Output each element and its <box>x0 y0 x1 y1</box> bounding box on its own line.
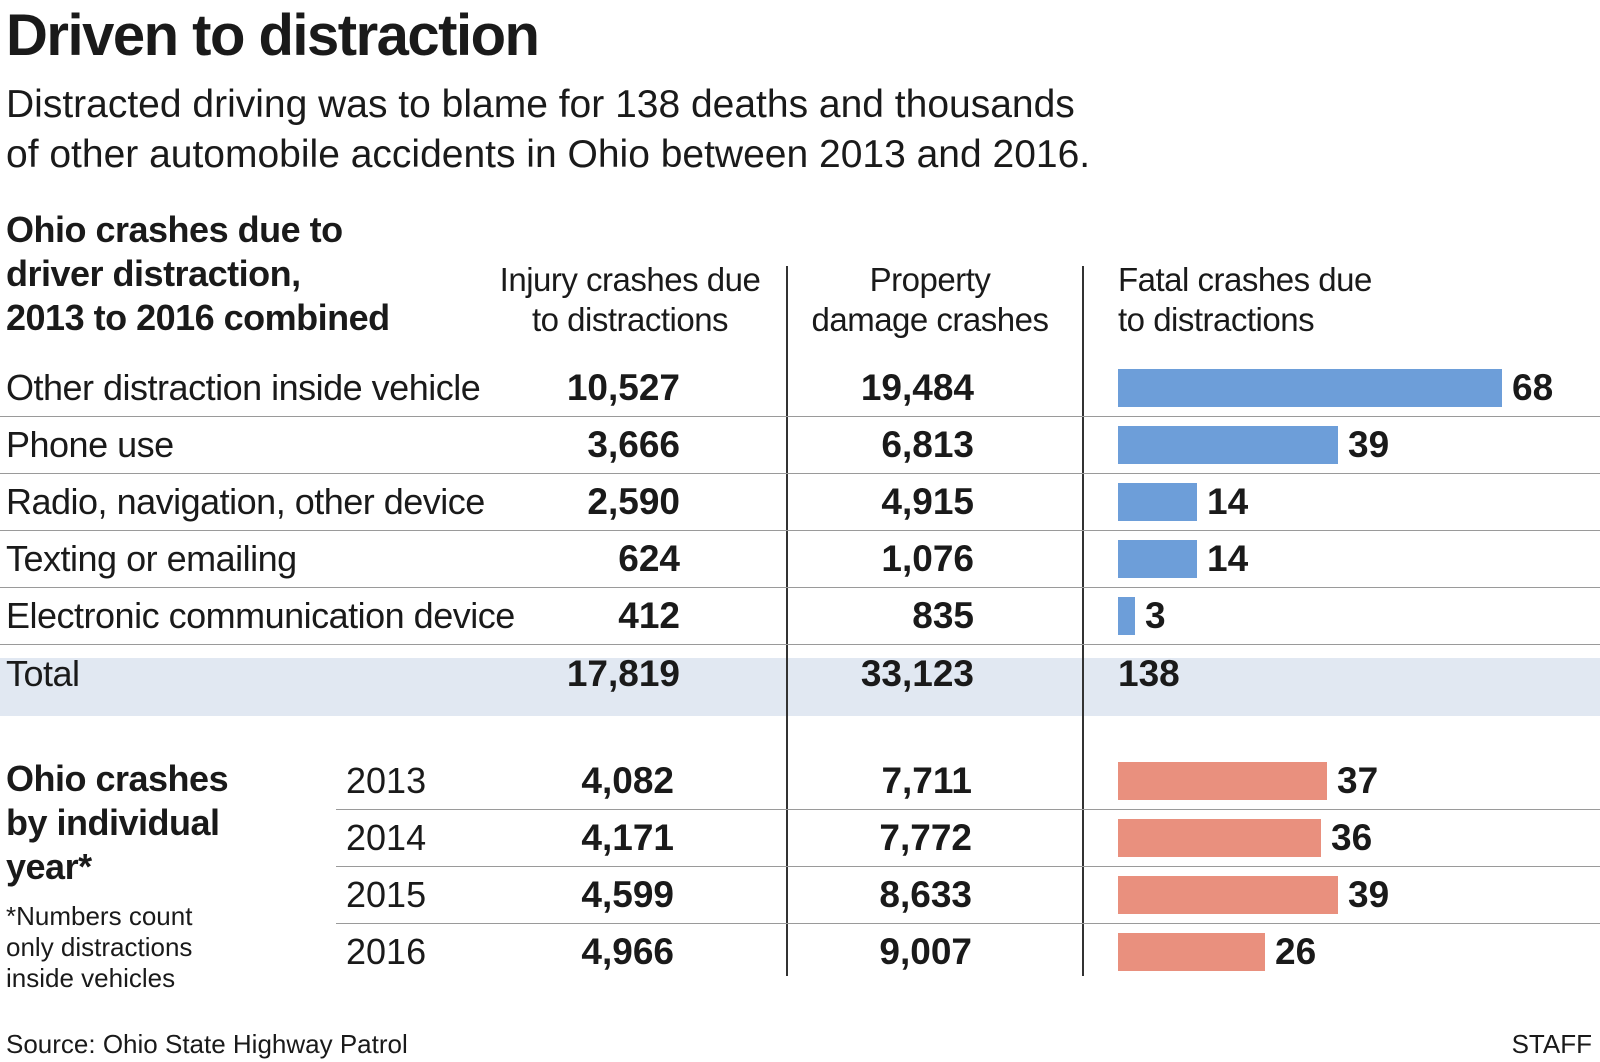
fatal-bar-value: 39 <box>1348 424 1390 465</box>
total-fatal-value: 138 <box>1118 653 1180 694</box>
subtitle-line-1: Distracted driving was to blame for 138 … <box>6 83 1075 126</box>
total-label: Total <box>6 653 80 694</box>
fatal-bar-value: 14 <box>1207 538 1249 579</box>
yearly-heading-line-2: by individual <box>6 802 220 843</box>
property-header-line-2: damage crashes <box>811 301 1049 338</box>
row-divider <box>0 530 1600 531</box>
fatal-bar-value: 3 <box>1145 595 1166 636</box>
property-value: 8,633 <box>879 874 972 915</box>
fatal-bar-value: 14 <box>1207 481 1249 522</box>
property-value: 19,484 <box>860 367 974 408</box>
year-label: 2015 <box>346 874 427 915</box>
row-divider <box>336 923 1600 924</box>
fatal-bar <box>1118 426 1338 464</box>
category-label: Other distraction inside vehicle <box>6 367 481 408</box>
row-divider <box>336 809 1600 810</box>
fatal-bar <box>1118 597 1135 635</box>
category-label: Electronic communication device <box>6 595 515 636</box>
column-divider-2 <box>1082 266 1084 976</box>
combined-heading-line-1: Ohio crashes due to <box>6 209 343 250</box>
year-label: 2014 <box>346 817 427 858</box>
fatal-bar-value: 26 <box>1275 931 1317 972</box>
category-label: Radio, navigation, other device <box>6 481 485 522</box>
injury-value: 4,966 <box>581 931 674 972</box>
injury-header-line-2: to distractions <box>531 301 729 338</box>
property-value: 9,007 <box>879 931 972 972</box>
fatal-header-line-2: to distractions <box>1118 301 1315 338</box>
source-note: Source: Ohio State Highway Patrol <box>6 1029 408 1059</box>
row-divider <box>0 644 1600 645</box>
property-value: 835 <box>912 595 974 636</box>
fatal-bar <box>1118 819 1321 857</box>
injury-value: 4,599 <box>581 874 674 915</box>
total-row-background <box>0 658 1600 716</box>
fatal-bar-value: 68 <box>1512 367 1554 408</box>
yearly-heading-line-3: year* <box>6 846 92 887</box>
yearly-heading-line-1: Ohio crashes <box>6 758 229 799</box>
footnote-line-3: inside vehicles <box>6 963 176 993</box>
fatal-header-line-1: Fatal crashes due <box>1118 261 1372 298</box>
fatal-bar-value: 37 <box>1337 760 1379 801</box>
injury-value: 624 <box>618 538 680 579</box>
injury-header-line-1: Injury crashes due <box>499 261 761 298</box>
row-divider <box>336 866 1600 867</box>
property-header-line-1: Property <box>869 261 991 298</box>
year-label: 2013 <box>346 760 427 801</box>
year-label: 2016 <box>346 931 427 972</box>
injury-value: 3,666 <box>587 424 680 465</box>
property-value: 1,076 <box>881 538 974 579</box>
injury-value: 4,171 <box>581 817 674 858</box>
injury-value: 412 <box>618 595 680 636</box>
injury-value: 10,527 <box>566 367 680 408</box>
row-divider <box>0 587 1600 588</box>
property-value: 4,915 <box>881 481 974 522</box>
total-injury-value: 17,819 <box>566 653 680 694</box>
row-divider <box>0 416 1600 417</box>
combined-heading-line-2: driver distraction, <box>6 253 301 294</box>
footnote-line-1: *Numbers count <box>6 901 193 931</box>
fatal-bar <box>1118 540 1197 578</box>
fatal-bar <box>1118 369 1502 407</box>
row-divider <box>0 473 1600 474</box>
combined-heading-line-3: 2013 to 2016 combined <box>6 297 390 338</box>
column-divider-1 <box>786 266 788 976</box>
fatal-bar <box>1118 483 1197 521</box>
property-value: 7,772 <box>879 817 972 858</box>
credit: STAFF <box>1511 1029 1592 1059</box>
fatal-bar <box>1118 933 1265 971</box>
property-value: 7,711 <box>881 760 972 801</box>
category-label: Phone use <box>6 424 174 465</box>
subtitle-line-2: of other automobile accidents in Ohio be… <box>6 133 1091 176</box>
footnote-line-2: only distractions <box>6 932 193 962</box>
injury-value: 2,590 <box>587 481 680 522</box>
fatal-bar-value: 36 <box>1331 817 1373 858</box>
category-label: Texting or emailing <box>6 538 297 579</box>
total-property-value: 33,123 <box>860 653 974 694</box>
page-title: Driven to distraction <box>6 3 540 68</box>
fatal-bar-value: 39 <box>1348 874 1390 915</box>
injury-value: 4,082 <box>581 760 674 801</box>
property-value: 6,813 <box>881 424 974 465</box>
fatal-bar <box>1118 762 1327 800</box>
fatal-bar <box>1118 876 1338 914</box>
